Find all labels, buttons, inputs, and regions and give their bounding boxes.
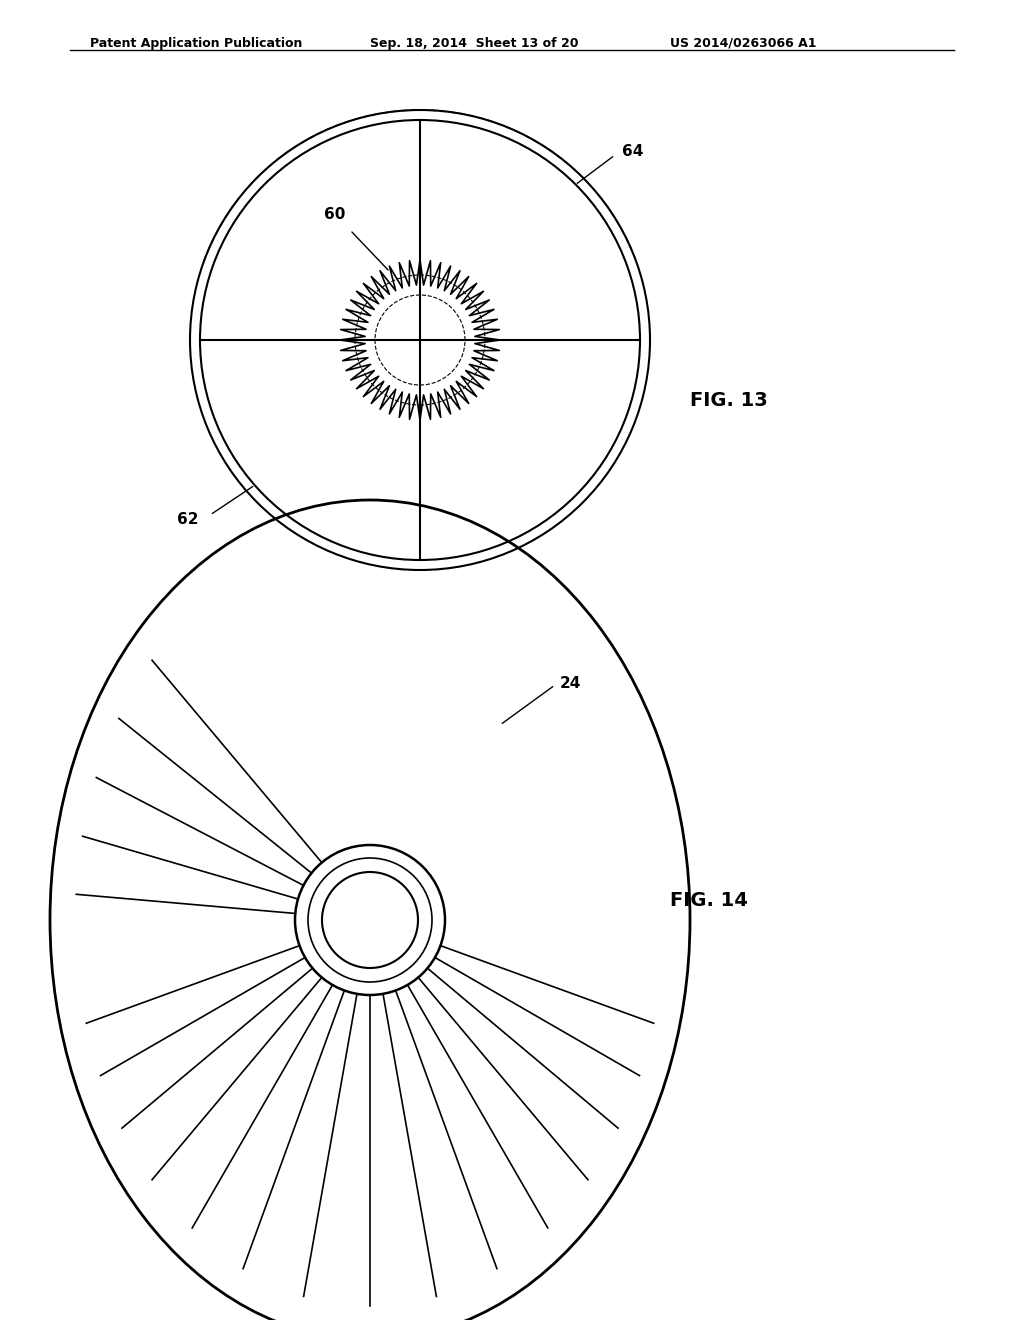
Text: US 2014/0263066 A1: US 2014/0263066 A1 (670, 37, 816, 50)
Text: 60: 60 (325, 207, 346, 222)
Text: FIG. 14: FIG. 14 (670, 891, 748, 909)
Text: 24: 24 (560, 676, 582, 690)
Text: FIG. 13: FIG. 13 (690, 391, 768, 409)
Text: 62: 62 (176, 512, 198, 528)
Text: Patent Application Publication: Patent Application Publication (90, 37, 302, 50)
Text: 64: 64 (622, 144, 643, 160)
Text: Sep. 18, 2014  Sheet 13 of 20: Sep. 18, 2014 Sheet 13 of 20 (370, 37, 579, 50)
